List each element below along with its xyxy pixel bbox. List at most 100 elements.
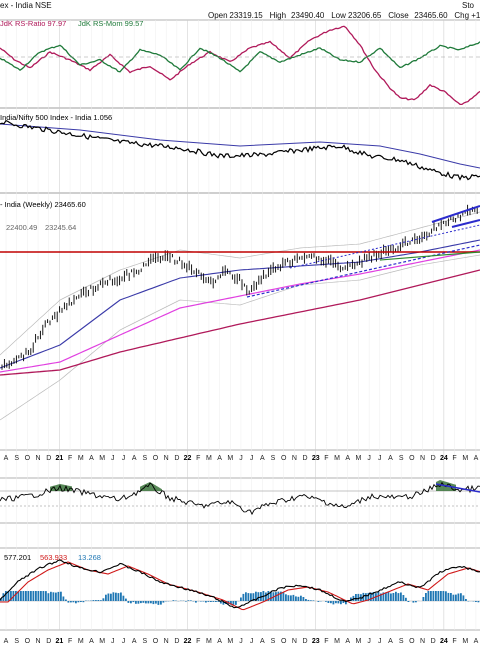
x-tick-label: J — [239, 638, 243, 645]
x-tick-label: F — [324, 638, 328, 645]
wedge-top-line — [431, 205, 480, 223]
macd-hist-bar — [160, 601, 162, 605]
macd-hist-bar — [270, 591, 272, 601]
macd-hist-bar — [240, 597, 242, 601]
ratio-panel: India/Nifty 500 Index - India 1.056 — [0, 113, 480, 181]
x-tick-label: 23 — [312, 455, 320, 462]
macd-hist-bar — [275, 592, 277, 601]
macd-hist-bar — [295, 596, 297, 601]
macd-hist-bar — [397, 593, 400, 601]
x-tick-label: J — [250, 638, 254, 645]
x-tick-label: J — [122, 638, 126, 645]
x-tick-label: J — [378, 638, 382, 645]
macd-hist-bar — [257, 592, 260, 601]
x-tick-label: D — [431, 455, 436, 462]
macd-hist-bar — [447, 592, 450, 601]
macd-hist-bar — [457, 593, 460, 601]
macd-hist-bar — [205, 601, 207, 603]
macd-hist-bar — [7, 591, 10, 601]
macd-hist-bar — [365, 593, 367, 601]
x-tick-label: N — [292, 638, 297, 645]
macd-hist-bar — [137, 601, 140, 604]
macd-hist-bar — [145, 601, 147, 604]
macd-hist-bar — [52, 592, 55, 601]
macd-hist-bar — [432, 591, 435, 601]
x-tick-label: A — [345, 455, 350, 462]
macd-hist-bar — [337, 601, 340, 604]
macd-hist-bar — [115, 592, 117, 601]
macd-hist-bar — [232, 601, 235, 605]
macd-hist-bar — [55, 592, 57, 601]
x-tick-label: S — [143, 455, 148, 462]
x-tick-label: S — [271, 638, 276, 645]
x-tick-label: 24 — [440, 638, 448, 645]
x-tick-label: A — [217, 638, 222, 645]
macd-hist-bar — [62, 596, 65, 601]
macd-hist-bar — [135, 601, 137, 604]
ohlc-open-label: Open — [208, 11, 228, 20]
macd-hist-bar — [35, 591, 37, 601]
macd-hist-bar — [392, 593, 395, 601]
x-tick-label: M — [334, 455, 340, 462]
macd-hist-bar — [290, 595, 292, 601]
x-tick-label: N — [420, 455, 425, 462]
x-tick-label: O — [25, 455, 31, 462]
x-tick-label: D — [46, 455, 51, 462]
x-tick-label: 23 — [312, 638, 320, 645]
macd-histogram — [0, 591, 480, 605]
ma-mid-line — [0, 249, 480, 373]
x-tick-label: O — [153, 638, 159, 645]
ma-short-line — [0, 239, 480, 369]
macd-hist-bar — [132, 601, 135, 603]
macd-hist-bar — [267, 591, 270, 601]
rsi-overbought-fill — [140, 482, 162, 491]
macd-hist-bar — [210, 601, 212, 602]
chart-title: ex - India NSE — [0, 1, 52, 10]
price-label: - India (Weekly) 23465.60 — [0, 200, 86, 209]
ratio-line — [0, 119, 480, 181]
ma-long-line — [0, 269, 480, 376]
x-tick-label: A — [4, 455, 9, 462]
macd-hist-bar — [202, 601, 205, 602]
x-tick-label: D — [46, 638, 51, 645]
macd-hist-bar — [230, 601, 232, 605]
macd-hist-bar — [297, 596, 300, 601]
macd-hist-bar — [460, 593, 462, 601]
ohlc-chg-value: +175. — [471, 11, 480, 20]
macd-hist-bar — [312, 600, 315, 601]
macd-hist-bar — [440, 591, 442, 601]
macd-hist-bar — [130, 601, 132, 604]
macd-hist-bar — [445, 591, 447, 601]
macd-hist-bar — [47, 593, 50, 601]
x-tick-label: M — [356, 455, 362, 462]
x-tick-label: S — [271, 455, 276, 462]
macd-hist-bar — [455, 594, 457, 601]
trendline-upper — [289, 224, 480, 269]
x-tick-label: A — [4, 638, 9, 645]
x-tick-label: 21 — [56, 455, 64, 462]
x-tick-label: N — [292, 455, 297, 462]
macd-label-b: 563.933 — [40, 553, 67, 562]
macd-hist-bar — [220, 601, 222, 604]
macd-hist-bar — [387, 591, 390, 601]
macd-hist-bar — [82, 601, 85, 603]
macd-hist-bar — [97, 600, 100, 601]
macd-hist-bar — [92, 600, 95, 601]
watermark-text: Sto — [462, 1, 475, 10]
x-tick-label: J — [378, 455, 382, 462]
macd-hist-bar — [280, 591, 282, 601]
x-tick-label: N — [164, 455, 169, 462]
rrg-mom-line — [0, 41, 480, 73]
macd-hist-bar — [380, 593, 382, 601]
macd-hist-bar — [327, 601, 330, 603]
macd-hist-bar — [77, 601, 80, 603]
macd-hist-bar — [292, 594, 295, 601]
x-tick-label: M — [334, 638, 340, 645]
x-tick-label: O — [409, 638, 415, 645]
macd-hist-bar — [425, 593, 427, 601]
x-tick-label: F — [324, 455, 328, 462]
x-tick-label: A — [260, 638, 265, 645]
macd-hist-bar — [282, 592, 285, 601]
macd-hist-bar — [437, 591, 440, 601]
price-ma-label-b: 23245.64 — [45, 223, 76, 232]
